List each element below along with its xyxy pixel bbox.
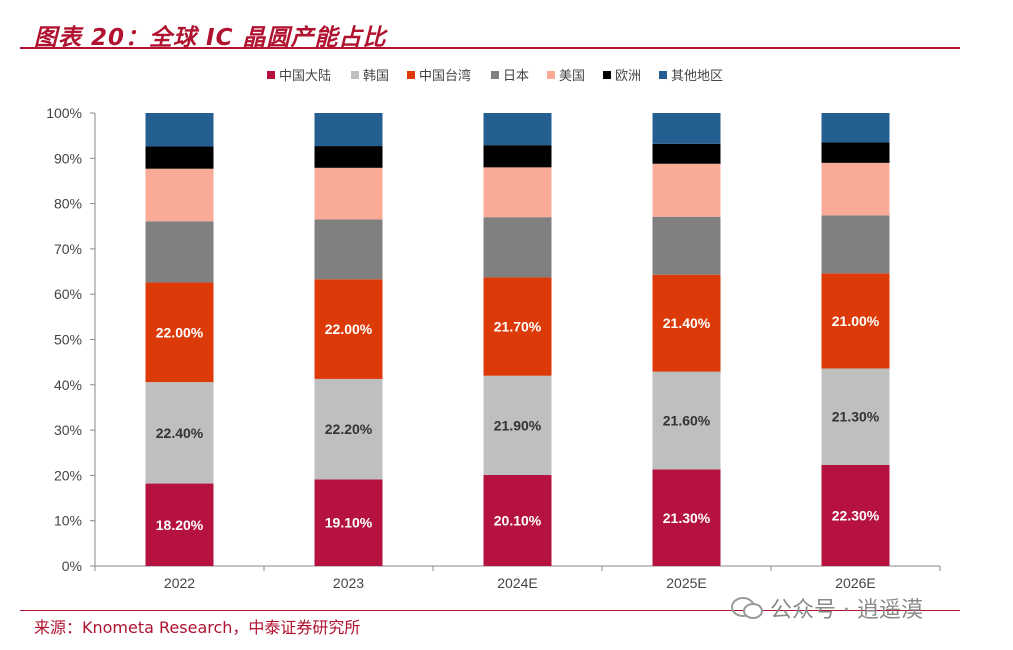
y-tick-label: 50%	[54, 332, 82, 348]
chart-title: 图表 20：全球 IC 晶圆产能占比	[34, 25, 387, 51]
bar-segment	[314, 167, 383, 220]
legend-swatch	[547, 71, 555, 79]
x-tick-label: 2022	[164, 575, 195, 591]
data-label: 19.10%	[325, 515, 373, 531]
bar-segment	[145, 221, 214, 283]
bar-segment	[483, 113, 552, 146]
watermark-text: 公众号 · 逍遥漠	[770, 598, 923, 623]
bar-segment	[314, 378, 383, 480]
bar-segment	[821, 142, 890, 163]
bar-segment	[821, 162, 890, 216]
bar-segment	[314, 279, 383, 379]
x-tick-label: 2024E	[497, 575, 537, 591]
data-label: 21.60%	[663, 413, 711, 429]
legend: 中国大陆 韩国 中国台湾 日本 美国 欧洲 其他地区	[267, 68, 723, 83]
bar-segment	[821, 215, 890, 274]
y-tick-label: 40%	[54, 377, 82, 393]
legend-swatch	[407, 71, 415, 79]
bar-segment	[821, 368, 890, 465]
source-divider	[20, 610, 960, 611]
legend-label: 日本	[503, 68, 529, 83]
bar-segment	[314, 146, 383, 168]
x-tick-label: 2026E	[835, 575, 875, 591]
bar-segment	[145, 146, 214, 169]
bar-segment	[314, 479, 383, 566]
bar-segment	[145, 113, 214, 147]
y-tick-label: 10%	[54, 513, 82, 529]
bar-segment	[652, 216, 721, 275]
y-tick-label: 70%	[54, 241, 82, 257]
bar-segment	[483, 277, 552, 376]
bar-segment	[145, 382, 214, 484]
bar-segment	[314, 113, 383, 147]
bar-segment	[652, 143, 721, 164]
stacked-bar-chart: 中国大陆 韩国 中国台湾 日本 美国 欧洲 其他地区 0% 10% 20% 30% 40% 50% 60…	[46, 68, 941, 591]
data-label: 21.30%	[832, 409, 880, 425]
bar-segment	[652, 163, 721, 217]
y-tick-label: 0%	[62, 558, 82, 574]
data-label: 22.00%	[325, 321, 373, 337]
legend-swatch	[267, 71, 275, 79]
legend-label: 美国	[559, 68, 585, 83]
y-tick-label: 90%	[54, 150, 82, 166]
bar-segment	[314, 219, 383, 280]
bar-segment	[145, 282, 214, 383]
legend-label: 中国大陆	[279, 68, 331, 83]
source-note: 来源：Knometa Research，中泰证券研究所	[34, 618, 361, 637]
data-label: 21.00%	[832, 313, 880, 329]
data-label: 22.20%	[325, 421, 373, 437]
bar-segment	[483, 217, 552, 278]
bar-segment	[483, 145, 552, 168]
bar-segment	[821, 273, 890, 369]
bar-segment	[652, 274, 721, 372]
data-label: 22.40%	[156, 425, 204, 441]
legend-label: 韩国	[363, 68, 389, 83]
y-tick-label: 100%	[46, 105, 82, 121]
bar-segment	[652, 469, 721, 566]
legend-swatch	[491, 71, 499, 79]
bar-segment	[652, 371, 721, 470]
y-tick-label: 20%	[54, 467, 82, 483]
data-label: 21.40%	[663, 315, 711, 331]
bar-segment	[483, 375, 552, 475]
x-tick-label: 2025E	[666, 575, 706, 591]
legend-label: 其他地区	[671, 68, 723, 83]
bar-segment	[652, 113, 721, 144]
x-tick-label: 2023	[333, 575, 364, 591]
data-label: 21.30%	[663, 510, 711, 526]
bar-segment	[821, 113, 890, 143]
bar-segment	[821, 464, 890, 566]
data-label: 21.90%	[494, 417, 542, 433]
title-divider	[20, 47, 960, 49]
axes: 0% 10% 20% 30% 40% 50% 60% 70% 80% 90% 100% 2022 202…	[46, 105, 941, 591]
legend-label: 欧洲	[615, 68, 641, 83]
data-label: 21.70%	[494, 319, 542, 335]
wechat-icon	[730, 596, 764, 620]
bar-segment	[145, 483, 214, 566]
bar-segment	[483, 474, 552, 566]
y-tick-label: 80%	[54, 196, 82, 212]
legend-label: 中国台湾	[419, 68, 471, 83]
legend-swatch	[351, 71, 359, 79]
legend-swatch	[659, 71, 667, 79]
bar-segment	[483, 167, 552, 218]
legend-swatch	[603, 71, 611, 79]
y-tick-label: 30%	[54, 422, 82, 438]
watermark: 公众号 · 逍遥漠	[730, 592, 923, 624]
data-label: 22.30%	[832, 507, 880, 523]
data-label: 18.20%	[156, 517, 204, 533]
data-label: 20.10%	[494, 512, 542, 528]
bar-segment	[145, 168, 214, 222]
data-label: 22.00%	[156, 324, 204, 340]
y-tick-label: 60%	[54, 286, 82, 302]
bars: 18.20% 22.40% 22.00% 19.10% 22.20% 22.00% 20.1…	[145, 113, 890, 566]
